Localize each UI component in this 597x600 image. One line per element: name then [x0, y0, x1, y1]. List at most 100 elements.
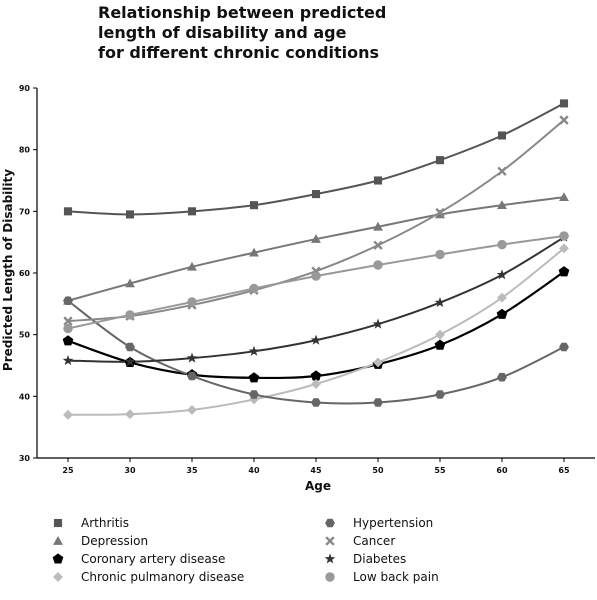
legend-item-coronary-artery-disease: Coronary artery disease: [52, 552, 225, 566]
data-point-diabetes: [310, 334, 322, 345]
plot-markers: [62, 99, 570, 420]
legend-label: Arthritis: [81, 516, 129, 530]
data-point-chronic-pulmanory-disease: [559, 243, 569, 254]
legend-item-arthritis: Arthritis: [53, 516, 129, 530]
legend-label: Diabetes: [353, 552, 406, 566]
x-tick-label: 50: [372, 466, 384, 475]
data-point-chronic-pulmanory-disease: [63, 409, 73, 420]
data-point-low-back-pain: [125, 310, 135, 320]
x-tick-label: 45: [310, 466, 322, 475]
chart-title-line-1: Relationship between predicted: [98, 3, 386, 22]
x-axis-label: Age: [305, 479, 331, 493]
data-point-depression: [497, 200, 507, 209]
data-point-hypertension: [497, 372, 507, 382]
data-point-hypertension: [435, 390, 445, 399]
data-point-diabetes: [124, 356, 136, 367]
data-point-hypertension: [559, 342, 569, 352]
legend-label: Cancer: [353, 534, 395, 548]
legend-label: Depression: [81, 534, 148, 548]
data-point-arthritis: [63, 207, 73, 216]
x-tick-label: 65: [558, 466, 570, 475]
x-tick-label: 60: [496, 466, 508, 475]
data-point-arthritis: [373, 176, 383, 185]
data-point-diabetes: [496, 269, 508, 280]
legend-item-chronic-pulmanory-disease: Chronic pulmanory disease: [53, 570, 244, 584]
legend-marker-hypertension: [325, 518, 335, 528]
legend-label: Coronary artery disease: [81, 552, 225, 566]
plot-lines: [67, 102, 565, 416]
legend-marker-depression: [53, 536, 63, 545]
data-point-coronary-artery-disease: [310, 370, 322, 381]
chart-title-line-2: length of disability and age: [98, 23, 347, 42]
data-point-low-back-pain: [187, 297, 197, 307]
series-line-cancer: [67, 119, 565, 323]
y-tick-label: 80: [19, 146, 31, 155]
legend-item-depression: Depression: [53, 534, 148, 548]
data-point-chronic-pulmanory-disease: [125, 409, 135, 420]
data-point-low-back-pain: [373, 260, 383, 270]
data-point-chronic-pulmanory-disease: [187, 404, 197, 415]
x-tick-label: 25: [62, 466, 74, 475]
legend-marker-cancer: [325, 536, 335, 546]
legend: Arthritis Depression Coronary artery disea…: [52, 516, 439, 584]
x-tick-label: 40: [248, 466, 260, 475]
data-point-chronic-pulmanory-disease: [311, 379, 321, 389]
data-point-hypertension: [63, 296, 73, 306]
data-point-chronic-pulmanory-disease: [435, 329, 445, 340]
series-line-depression: [67, 196, 565, 302]
data-point-cancer: [435, 207, 445, 218]
data-point-arthritis: [497, 131, 507, 140]
data-point-depression: [311, 234, 321, 243]
data-point-coronary-artery-disease: [434, 339, 446, 350]
series-line-diabetes: [67, 236, 565, 363]
series-line-chronic-pulmanory-disease: [67, 247, 565, 416]
legend-item-cancer: Cancer: [325, 534, 395, 548]
data-point-hypertension: [311, 398, 321, 407]
data-point-arthritis: [435, 156, 445, 165]
legend-marker-coronary-artery-disease: [52, 553, 64, 564]
data-point-chronic-pulmanory-disease: [497, 292, 507, 303]
x-tick-label: 55: [434, 466, 446, 475]
legend-item-hypertension: Hypertension: [325, 516, 433, 530]
data-point-cancer: [497, 166, 507, 176]
data-point-arthritis: [125, 210, 135, 219]
legend-marker-low-back-pain: [325, 572, 335, 582]
chart-title: Relationship between predicted length of…: [98, 3, 386, 62]
legend-item-low-back-pain: Low back pain: [325, 570, 439, 584]
legend-marker-diabetes: [324, 553, 336, 564]
y-tick-label: 30: [19, 454, 31, 463]
data-point-arthritis: [249, 201, 259, 210]
data-point-coronary-artery-disease: [248, 372, 260, 383]
data-point-hypertension: [373, 398, 383, 407]
data-point-depression: [125, 278, 135, 288]
data-point-depression: [249, 247, 259, 257]
y-tick-label: 50: [19, 331, 31, 340]
data-point-cancer: [63, 316, 73, 326]
data-point-hypertension: [187, 371, 197, 381]
legend-item-diabetes: Diabetes: [324, 552, 406, 566]
data-point-low-back-pain: [311, 271, 321, 281]
data-point-coronary-artery-disease: [558, 266, 570, 277]
data-point-diabetes: [372, 318, 384, 329]
y-axis-ticks: 30 40 50 60 70 80 90: [19, 84, 37, 463]
data-point-arthritis: [559, 99, 569, 108]
data-point-coronary-artery-disease: [496, 308, 508, 319]
x-tick-label: 30: [124, 466, 136, 475]
data-point-depression: [187, 261, 197, 271]
x-axis-ticks: 25 30 35 40 45 50 55 60 65: [62, 458, 570, 475]
legend-marker-chronic-pulmanory-disease: [53, 572, 63, 582]
data-point-coronary-artery-disease: [62, 335, 74, 346]
data-point-low-back-pain: [497, 239, 507, 250]
data-point-depression: [559, 192, 569, 201]
legend-label: Chronic pulmanory disease: [81, 570, 244, 584]
data-point-cancer: [559, 115, 569, 125]
y-tick-label: 60: [19, 269, 31, 278]
y-axis-label: Predicted Length of Disability: [1, 169, 15, 371]
data-point-cancer: [373, 240, 383, 250]
legend-marker-arthritis: [53, 518, 63, 528]
y-tick-label: 40: [19, 392, 31, 401]
data-point-depression: [373, 221, 383, 231]
legend-label: Hypertension: [353, 516, 433, 530]
data-point-low-back-pain: [435, 249, 445, 260]
